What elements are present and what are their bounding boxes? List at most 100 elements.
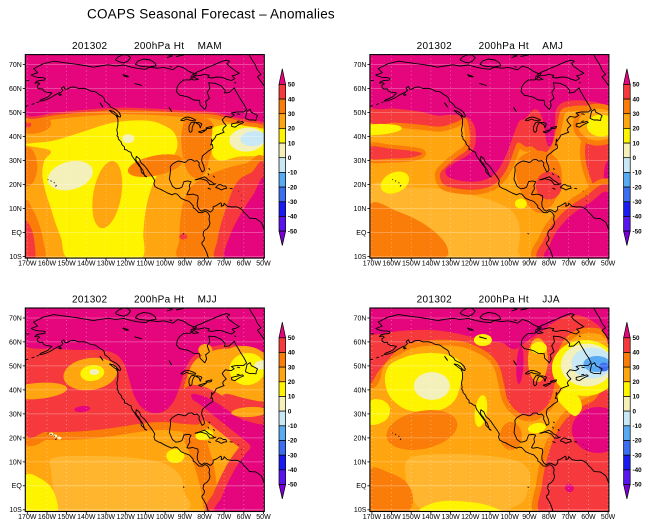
svg-text:150W: 150W bbox=[402, 514, 421, 521]
svg-text:80W: 80W bbox=[197, 261, 212, 268]
svg-text:20: 20 bbox=[288, 126, 296, 133]
svg-text:-20: -20 bbox=[288, 184, 298, 191]
svg-text:-40: -40 bbox=[288, 214, 298, 221]
svg-text:50: 50 bbox=[288, 82, 296, 89]
svg-text:50: 50 bbox=[288, 335, 296, 342]
svg-text:201302: 201302 bbox=[72, 41, 108, 52]
svg-text:60W: 60W bbox=[237, 261, 252, 268]
svg-text:40: 40 bbox=[633, 350, 641, 357]
svg-text:70N: 70N bbox=[9, 315, 22, 322]
svg-text:140W: 140W bbox=[422, 514, 441, 521]
svg-text:200hPa Ht: 200hPa Ht bbox=[479, 295, 529, 306]
svg-text:200hPa Ht: 200hPa Ht bbox=[479, 41, 529, 52]
svg-text:160W: 160W bbox=[38, 261, 57, 268]
svg-text:110W: 110W bbox=[137, 514, 155, 521]
svg-text:20: 20 bbox=[288, 379, 296, 386]
svg-text:60W: 60W bbox=[237, 514, 252, 521]
svg-text:160W: 160W bbox=[38, 514, 57, 521]
svg-text:10N: 10N bbox=[9, 206, 22, 213]
svg-text:30N: 30N bbox=[354, 158, 367, 165]
svg-text:-10: -10 bbox=[288, 423, 298, 430]
svg-text:JJA: JJA bbox=[542, 295, 560, 306]
svg-text:200hPa Ht: 200hPa Ht bbox=[134, 295, 184, 306]
svg-text:150W: 150W bbox=[402, 261, 421, 268]
svg-text:60N: 60N bbox=[9, 86, 22, 93]
svg-text:10: 10 bbox=[288, 394, 296, 401]
svg-text:70N: 70N bbox=[9, 62, 22, 69]
svg-text:120W: 120W bbox=[461, 261, 480, 268]
svg-text:70W: 70W bbox=[561, 514, 576, 521]
svg-text:-30: -30 bbox=[633, 452, 643, 459]
svg-text:-40: -40 bbox=[633, 467, 643, 474]
svg-text:20N: 20N bbox=[354, 435, 367, 442]
svg-text:-50: -50 bbox=[288, 228, 298, 235]
svg-text:0: 0 bbox=[288, 155, 292, 162]
svg-text:10N: 10N bbox=[9, 459, 22, 466]
svg-text:10S: 10S bbox=[354, 254, 367, 261]
svg-text:120W: 120W bbox=[461, 514, 480, 521]
svg-text:130W: 130W bbox=[97, 261, 116, 268]
svg-text:50W: 50W bbox=[256, 261, 271, 268]
svg-text:20: 20 bbox=[633, 126, 641, 133]
svg-text:-30: -30 bbox=[288, 199, 298, 206]
svg-text:150W: 150W bbox=[57, 261, 76, 268]
svg-text:170W: 170W bbox=[363, 514, 382, 521]
svg-text:40: 40 bbox=[288, 96, 296, 103]
svg-text:0: 0 bbox=[633, 155, 637, 162]
svg-text:70W: 70W bbox=[561, 261, 576, 268]
svg-text:COAPS Seasonal Forecast – Anom: COAPS Seasonal Forecast – Anomalies bbox=[87, 7, 335, 22]
svg-text:50N: 50N bbox=[354, 363, 367, 370]
svg-text:70W: 70W bbox=[217, 514, 232, 521]
svg-text:140W: 140W bbox=[77, 514, 96, 521]
svg-text:-30: -30 bbox=[288, 452, 298, 459]
svg-text:130W: 130W bbox=[441, 514, 460, 521]
svg-text:10N: 10N bbox=[354, 459, 367, 466]
svg-text:30: 30 bbox=[633, 364, 641, 371]
svg-text:160W: 160W bbox=[382, 261, 401, 268]
svg-text:EQ: EQ bbox=[12, 483, 23, 490]
svg-text:40N: 40N bbox=[9, 387, 22, 394]
svg-text:40N: 40N bbox=[354, 134, 367, 141]
svg-text:110W: 110W bbox=[481, 261, 499, 268]
svg-text:-50: -50 bbox=[633, 482, 643, 489]
svg-text:-20: -20 bbox=[633, 438, 643, 445]
svg-text:120W: 120W bbox=[117, 514, 136, 521]
svg-text:40: 40 bbox=[288, 350, 296, 357]
svg-text:60N: 60N bbox=[354, 339, 367, 346]
svg-text:201302: 201302 bbox=[417, 41, 453, 52]
svg-text:100W: 100W bbox=[501, 514, 520, 521]
svg-text:MJJ: MJJ bbox=[198, 295, 217, 306]
svg-text:50W: 50W bbox=[256, 514, 271, 521]
svg-text:10N: 10N bbox=[354, 206, 367, 213]
svg-text:50: 50 bbox=[633, 82, 641, 89]
svg-text:50N: 50N bbox=[354, 110, 367, 117]
svg-text:30: 30 bbox=[633, 111, 641, 118]
svg-text:40N: 40N bbox=[354, 387, 367, 394]
svg-text:30N: 30N bbox=[9, 411, 22, 418]
svg-text:10S: 10S bbox=[9, 507, 22, 514]
svg-text:50W: 50W bbox=[601, 514, 616, 521]
svg-text:201302: 201302 bbox=[417, 295, 453, 306]
svg-text:201302: 201302 bbox=[72, 295, 108, 306]
svg-text:100W: 100W bbox=[156, 514, 175, 521]
svg-text:70W: 70W bbox=[217, 261, 232, 268]
svg-text:170W: 170W bbox=[18, 514, 37, 521]
svg-text:90W: 90W bbox=[522, 514, 537, 521]
svg-text:50N: 50N bbox=[9, 363, 22, 370]
svg-text:-20: -20 bbox=[633, 184, 643, 191]
svg-text:60W: 60W bbox=[581, 514, 596, 521]
svg-text:40N: 40N bbox=[9, 134, 22, 141]
svg-text:130W: 130W bbox=[97, 514, 116, 521]
svg-text:20: 20 bbox=[633, 379, 641, 386]
svg-text:60N: 60N bbox=[354, 86, 367, 93]
svg-text:90W: 90W bbox=[178, 514, 193, 521]
svg-text:-20: -20 bbox=[288, 438, 298, 445]
svg-text:-50: -50 bbox=[633, 228, 643, 235]
svg-text:EQ: EQ bbox=[12, 230, 23, 237]
svg-text:170W: 170W bbox=[363, 261, 382, 268]
svg-text:140W: 140W bbox=[422, 261, 441, 268]
svg-text:20N: 20N bbox=[9, 435, 22, 442]
svg-text:140W: 140W bbox=[77, 261, 96, 268]
svg-text:10S: 10S bbox=[354, 507, 367, 514]
svg-text:0: 0 bbox=[633, 408, 637, 415]
